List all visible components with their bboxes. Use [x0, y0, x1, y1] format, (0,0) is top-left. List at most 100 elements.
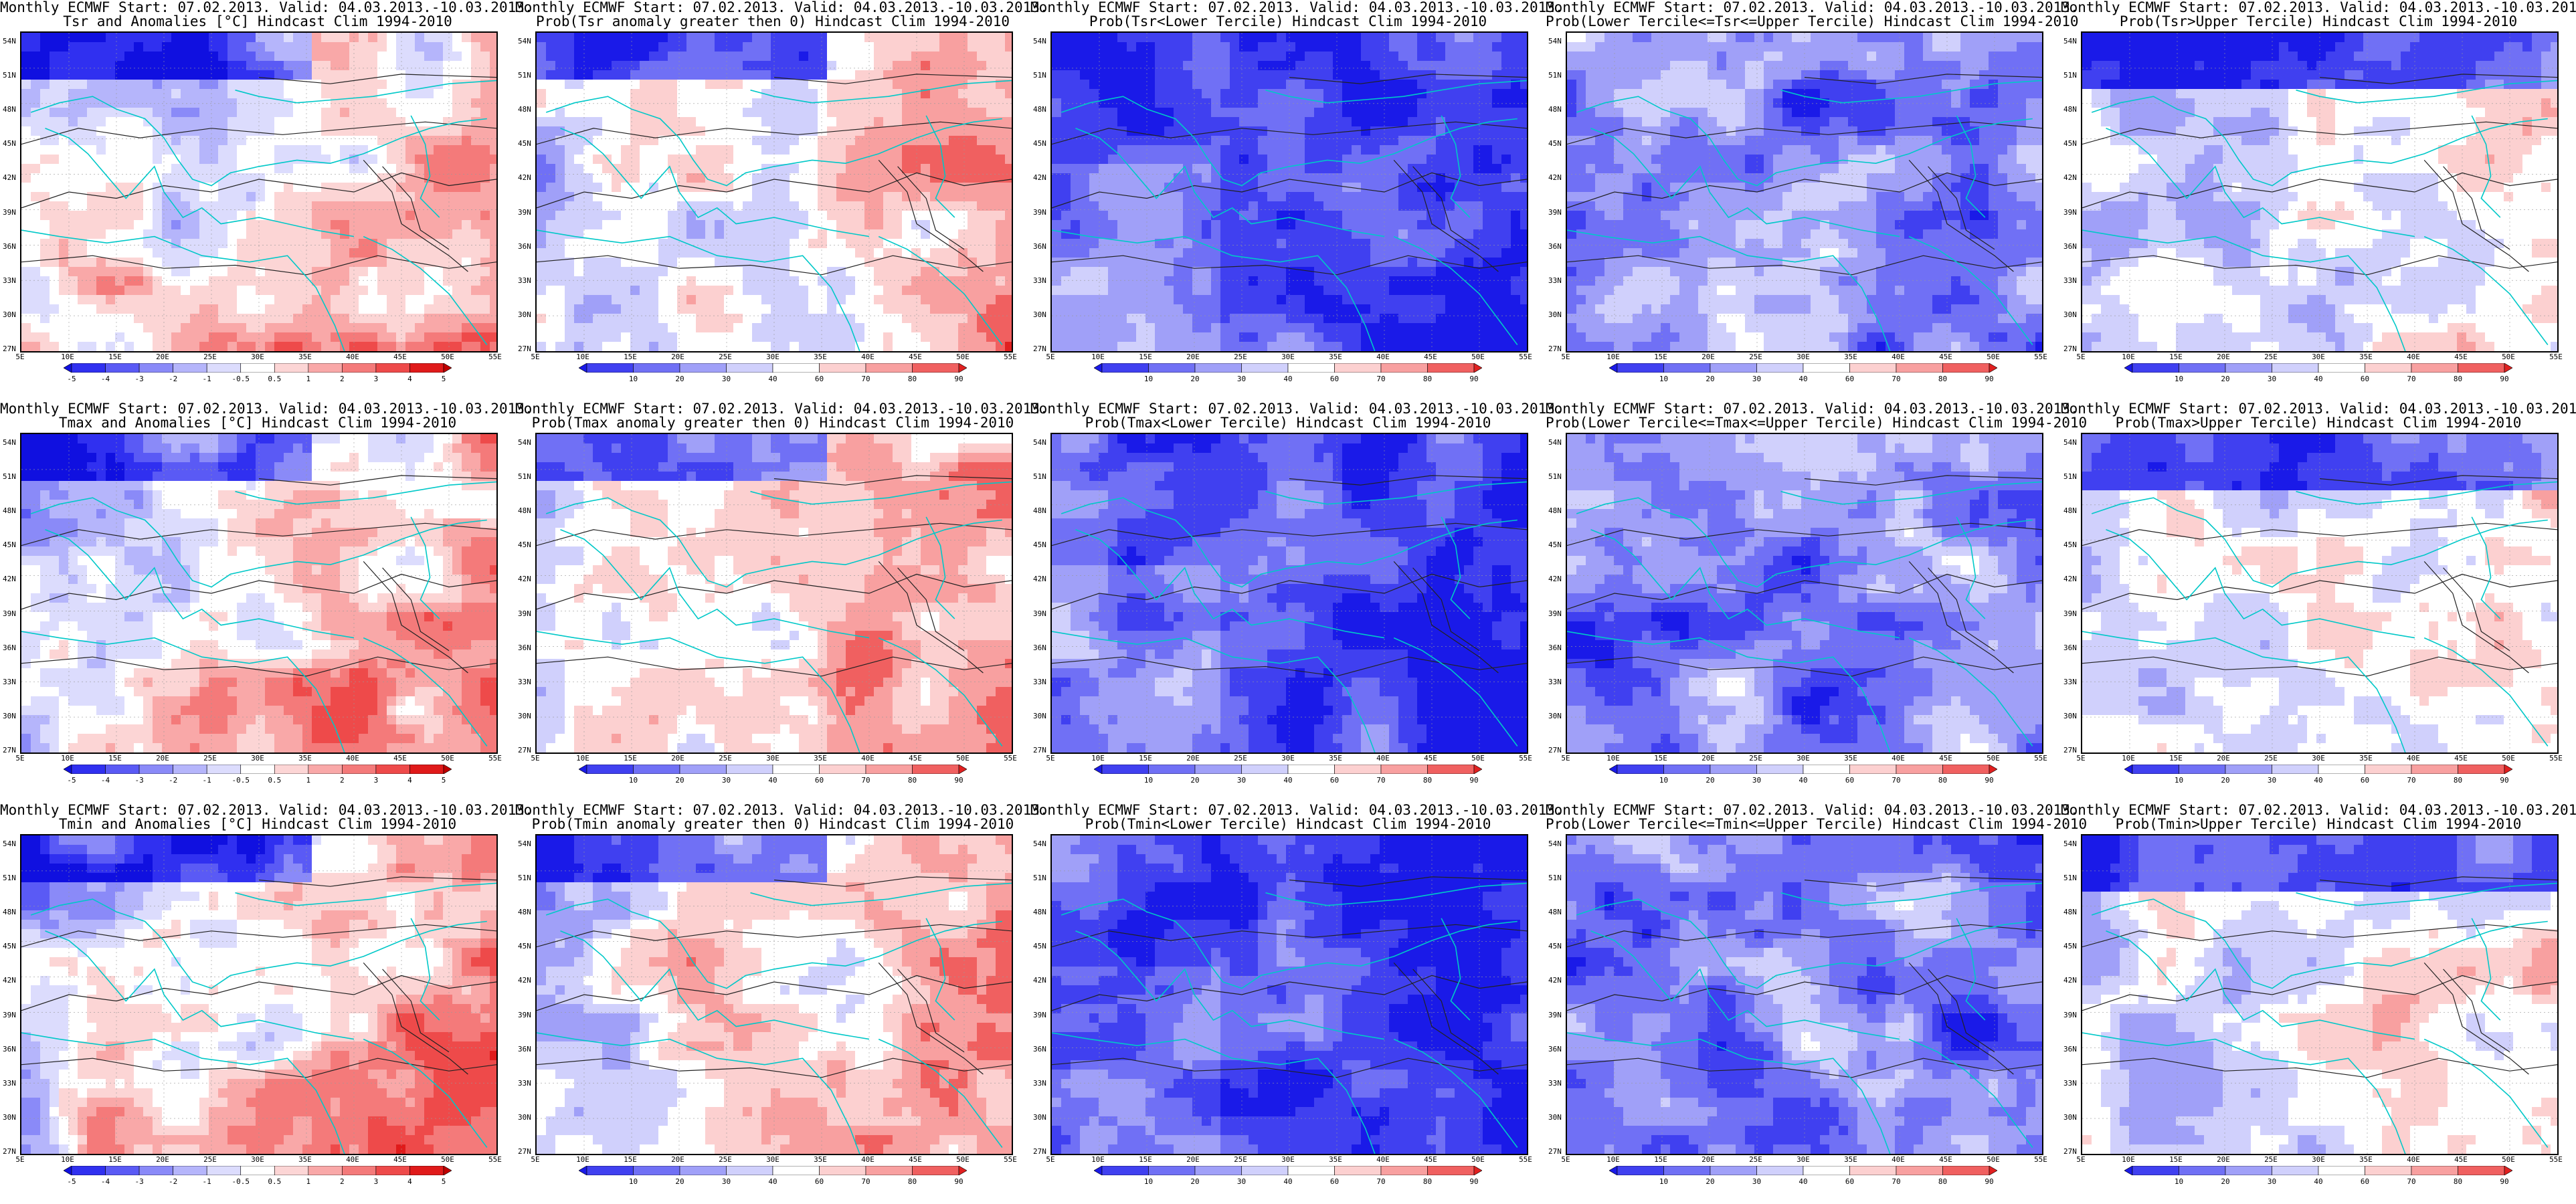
latitude-label: 48N	[518, 506, 531, 515]
latitude-label: 45N	[518, 139, 531, 148]
latitude-label: 36N	[1033, 242, 1046, 251]
colorbar-tick-label: 40	[1283, 375, 1292, 383]
colorbar-tick-label: 5	[442, 776, 446, 785]
latitude-label: 45N	[1548, 139, 1562, 148]
colorbar-tick-label: 4	[407, 776, 412, 785]
longitude-label: 55E	[1519, 353, 1532, 361]
colorbar-tick-label: 60	[2361, 375, 2369, 383]
longitude-label: 30E	[766, 1155, 779, 1164]
colorbar	[1609, 765, 1997, 774]
colorbar-tick-label: 10	[2175, 1177, 2183, 1186]
latitude-label: 33N	[518, 1079, 531, 1088]
panel-title-line2: Tsr and Anomalies [°C] Hindcast Clim 199…	[0, 14, 515, 29]
latitude-label: 45N	[3, 942, 16, 950]
colorbar-tick-label: -2	[169, 375, 177, 383]
longitude-label: 40E	[1376, 353, 1390, 361]
longitude-label: 45E	[909, 1155, 922, 1164]
colorbar-tick-label: 80	[908, 375, 917, 383]
longitude-label: 50E	[956, 353, 970, 361]
latitude-label: 45N	[3, 139, 16, 148]
longitude-label: 45E	[1939, 1155, 1952, 1164]
colorbar-tick-label: 30	[1752, 1177, 1761, 1186]
colorbar-tick-label: 60	[815, 776, 824, 785]
colorbar-tick-label: 4	[407, 375, 412, 383]
longitude-label: 20E	[671, 353, 684, 361]
latitude-label: 33N	[1033, 276, 1046, 285]
latitude-label: 48N	[2063, 506, 2077, 515]
latitude-label: 54N	[518, 839, 531, 848]
latitude-label: 42N	[518, 575, 531, 583]
longitude-label: 35E	[2359, 1155, 2373, 1164]
panel-title-line1: Monthly ECMWF Start: 07.02.2013. Valid: …	[2061, 803, 2576, 817]
colorbar	[1094, 363, 1482, 373]
latitude-label: 33N	[518, 276, 531, 285]
latitude-label: 27N	[1548, 746, 1562, 755]
latitude-label: 45N	[518, 942, 531, 950]
colorbar-tick-label: 5	[442, 1177, 446, 1186]
latitude-label: 48N	[1548, 506, 1562, 515]
latitude-label: 51N	[2063, 71, 2077, 80]
longitude-label: 30E	[251, 754, 264, 763]
colorbar-tick-label: 10	[2175, 776, 2183, 785]
longitude-label: 10E	[576, 1155, 589, 1164]
colorbar-tick-label: 10	[629, 375, 638, 383]
longitude-label: 5E	[1561, 353, 1570, 361]
longitude-label: 40E	[1892, 754, 1905, 763]
latitude-label: 27N	[1548, 1147, 1562, 1156]
longitude-label: 5E	[1561, 1155, 1570, 1164]
longitude-label: 45E	[393, 1155, 407, 1164]
longitude-label: 50E	[1471, 754, 1485, 763]
latitude-label: 48N	[518, 908, 531, 916]
latitude-label: 42N	[2063, 976, 2077, 985]
colorbar-tick-label: 60	[1845, 776, 1854, 785]
longitude-label: 40E	[1892, 353, 1905, 361]
colorbar-tick-label: 30	[1237, 1177, 1246, 1186]
longitude-label: 25E	[203, 754, 217, 763]
colorbar-tick-label: 3	[374, 776, 379, 785]
colorbar-tick-label: 40	[1799, 776, 1807, 785]
longitude-label: 45E	[1424, 754, 1437, 763]
latitude-label: 51N	[3, 472, 16, 481]
longitude-label: 50E	[441, 353, 454, 361]
longitude-label: 55E	[488, 754, 502, 763]
latitude-label: 39N	[1548, 208, 1562, 217]
forecast-map	[1566, 433, 2043, 754]
colorbar-tick-label: 2	[340, 1177, 345, 1186]
colorbar-tick-label: 90	[1469, 1177, 1478, 1186]
latitude-label: 51N	[518, 71, 531, 80]
latitude-label: 30N	[1548, 1113, 1562, 1122]
panel-title-line1: Monthly ECMWF Start: 07.02.2013. Valid: …	[1546, 803, 2079, 817]
longitude-label: 20E	[671, 754, 684, 763]
forecast-map	[1566, 31, 2043, 353]
colorbar-tick-label: 20	[675, 776, 684, 785]
longitude-label: 5E	[15, 353, 24, 361]
longitude-label: 35E	[298, 353, 312, 361]
latitude-label: 51N	[518, 874, 531, 882]
latitude-label: 33N	[2063, 678, 2077, 686]
longitude-label: 20E	[2217, 754, 2230, 763]
longitude-label: 5E	[1561, 754, 1570, 763]
latitude-label: 42N	[1548, 173, 1562, 182]
longitude-label: 10E	[2122, 353, 2135, 361]
latitude-label: 30N	[3, 1113, 16, 1122]
longitude-label: 55E	[488, 1155, 502, 1164]
colorbar-tick-label: 90	[954, 1177, 963, 1186]
colorbar-tick-label: 90	[1985, 1177, 1993, 1186]
longitude-label: 15E	[1139, 754, 1152, 763]
longitude-label: 5E	[1046, 754, 1054, 763]
longitude-label: 45E	[909, 353, 922, 361]
longitude-label: 10E	[1606, 754, 1620, 763]
latitude-label: 51N	[1033, 71, 1046, 80]
longitude-label: 25E	[1749, 1155, 1762, 1164]
latitude-label: 42N	[1033, 575, 1046, 583]
longitude-label: 50E	[2502, 754, 2515, 763]
latitude-label: 45N	[3, 540, 16, 549]
latitude-label: 36N	[1548, 1045, 1562, 1054]
panel-title-line2: Prob(Lower Tercile<=Tsr<=Upper Tercile) …	[1546, 14, 2079, 29]
longitude-label: 5E	[15, 754, 24, 763]
latitude-label: 36N	[3, 1045, 16, 1054]
latitude-label: 27N	[2063, 1147, 2077, 1156]
longitude-label: 25E	[1234, 1155, 1247, 1164]
colorbar-tick-label: 70	[1376, 375, 1385, 383]
longitude-label: 55E	[2034, 353, 2047, 361]
